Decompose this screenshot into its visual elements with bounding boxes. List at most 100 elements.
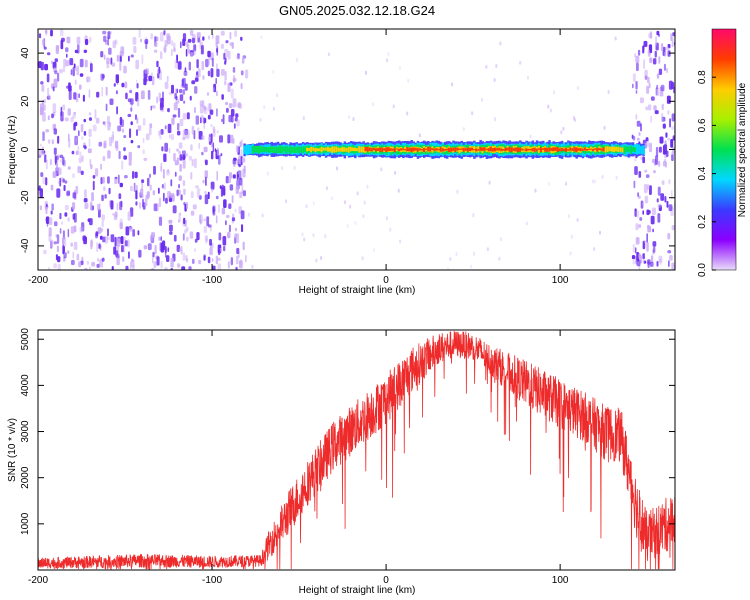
spectrogram-cell bbox=[161, 146, 164, 152]
spectrogram-cell bbox=[102, 176, 105, 184]
carrier-cell bbox=[358, 146, 361, 153]
spectrogram-cell bbox=[635, 237, 640, 245]
spectrogram-cell bbox=[140, 188, 144, 196]
spectrogram-cell bbox=[57, 72, 60, 82]
spectrogram-cell bbox=[125, 265, 129, 270]
carrier-cell bbox=[583, 147, 587, 151]
spectrogram-cell bbox=[179, 94, 184, 101]
spectrogram-cell bbox=[100, 177, 103, 185]
spectrogram-cell bbox=[614, 36, 617, 41]
spectrogram-cell bbox=[209, 238, 212, 246]
spectrogram-cell bbox=[205, 58, 209, 68]
spectrogram-cell bbox=[182, 89, 185, 95]
spectrogram-cell bbox=[170, 268, 173, 270]
spectrogram-cell bbox=[500, 237, 503, 242]
spectrogram-cell bbox=[54, 154, 57, 164]
carrier-cell bbox=[303, 146, 307, 153]
spectrogram-cell bbox=[102, 121, 106, 125]
spectrogram-cell bbox=[211, 57, 214, 67]
spectrogram-cell bbox=[671, 113, 675, 122]
spectrogram-cell bbox=[190, 52, 194, 58]
carrier-cell bbox=[410, 147, 413, 152]
spectrogram-cell bbox=[671, 190, 673, 200]
spectrogram-cell bbox=[192, 204, 197, 210]
spectrogram-cell bbox=[104, 235, 109, 244]
spectrogram-cell bbox=[640, 123, 642, 132]
colorbar-tick-label: 0.4 bbox=[697, 166, 708, 180]
spectrogram-cell bbox=[80, 124, 84, 133]
spectrogram-cell bbox=[129, 89, 133, 94]
colorbar-tick-label: 0.0 bbox=[697, 263, 708, 277]
y-tick-label: 1000 bbox=[20, 512, 31, 535]
spectrogram-cell bbox=[163, 192, 165, 202]
spectrogram-cell bbox=[225, 220, 227, 226]
spectrogram-cell bbox=[657, 186, 661, 196]
spectrogram-cell bbox=[54, 58, 58, 63]
spectrogram-cell bbox=[150, 33, 153, 40]
spectrogram-cell bbox=[665, 46, 669, 51]
spectrogram-cell bbox=[207, 191, 210, 200]
spectrogram-cell bbox=[59, 228, 62, 234]
spectrogram-y-axis-label: Frequency (Hz) bbox=[7, 116, 18, 185]
spectrogram-cell bbox=[45, 129, 50, 133]
spectrogram-cell bbox=[194, 77, 199, 82]
carrier-cell bbox=[306, 147, 309, 152]
spectrogram-cell bbox=[115, 253, 120, 259]
carrier-cell bbox=[299, 146, 303, 153]
carrier-cell bbox=[339, 147, 342, 152]
spectrogram-cell bbox=[671, 262, 675, 270]
spectrogram-cell bbox=[180, 84, 182, 89]
spectrogram-cell bbox=[215, 41, 218, 47]
spectrogram-cell bbox=[525, 221, 528, 226]
spectrogram-cell bbox=[54, 221, 58, 227]
carrier-cell bbox=[454, 147, 457, 152]
spectrogram-cell bbox=[462, 127, 465, 132]
spectrogram-cell bbox=[124, 175, 128, 179]
carrier-cell bbox=[594, 148, 597, 150]
spectrogram-cell bbox=[100, 228, 104, 232]
spectrogram-cell bbox=[176, 189, 179, 197]
spectrogram-cell bbox=[52, 61, 57, 69]
spectrogram-cell bbox=[62, 104, 66, 111]
spectrogram-cell bbox=[50, 184, 54, 191]
spectrogram-cell bbox=[229, 184, 234, 191]
spectrogram-cell bbox=[207, 224, 212, 228]
carrier-cell bbox=[512, 147, 516, 152]
spectrogram-cell bbox=[260, 35, 263, 40]
spectrogram-cell bbox=[89, 266, 91, 270]
spectrogram-cell bbox=[324, 234, 327, 239]
spectrogram-cell bbox=[607, 90, 610, 94]
spectrogram-cell bbox=[72, 67, 75, 77]
spectrogram-cell bbox=[655, 87, 659, 97]
carrier-cell bbox=[546, 147, 549, 152]
spectrogram-cell bbox=[251, 264, 254, 269]
carrier-cell bbox=[314, 147, 317, 153]
carrier-cell bbox=[473, 149, 476, 151]
spectrogram-cell bbox=[643, 184, 648, 194]
spectrogram-cell bbox=[198, 259, 202, 265]
spectrogram-cell bbox=[137, 125, 142, 131]
carrier-cell bbox=[297, 146, 301, 154]
spectrogram-cell bbox=[48, 266, 50, 270]
spectrogram-cell bbox=[121, 82, 125, 88]
spectrogram-cell bbox=[315, 258, 318, 263]
spectrogram-cell bbox=[238, 164, 242, 168]
spectrogram-cell bbox=[121, 160, 124, 170]
spectrogram-cell bbox=[144, 197, 148, 207]
spectrogram-cell bbox=[62, 178, 65, 183]
spectrogram-cell bbox=[237, 102, 241, 108]
spectrogram-cell bbox=[380, 167, 383, 172]
spectrogram-cell bbox=[173, 47, 176, 53]
spectrogram-cell bbox=[665, 67, 668, 74]
spectrogram-cell bbox=[235, 113, 239, 118]
carrier-cell bbox=[535, 148, 539, 152]
spectrogram-cell bbox=[659, 258, 662, 265]
spectrogram-cell bbox=[210, 68, 214, 78]
spectrogram-cell bbox=[178, 189, 181, 195]
spectrogram-cell bbox=[98, 208, 101, 218]
spectrogram-cell bbox=[107, 36, 109, 46]
spectrogram-cell bbox=[371, 102, 374, 107]
spectrogram-cell bbox=[114, 178, 118, 185]
spectrogram-cell bbox=[63, 246, 65, 253]
